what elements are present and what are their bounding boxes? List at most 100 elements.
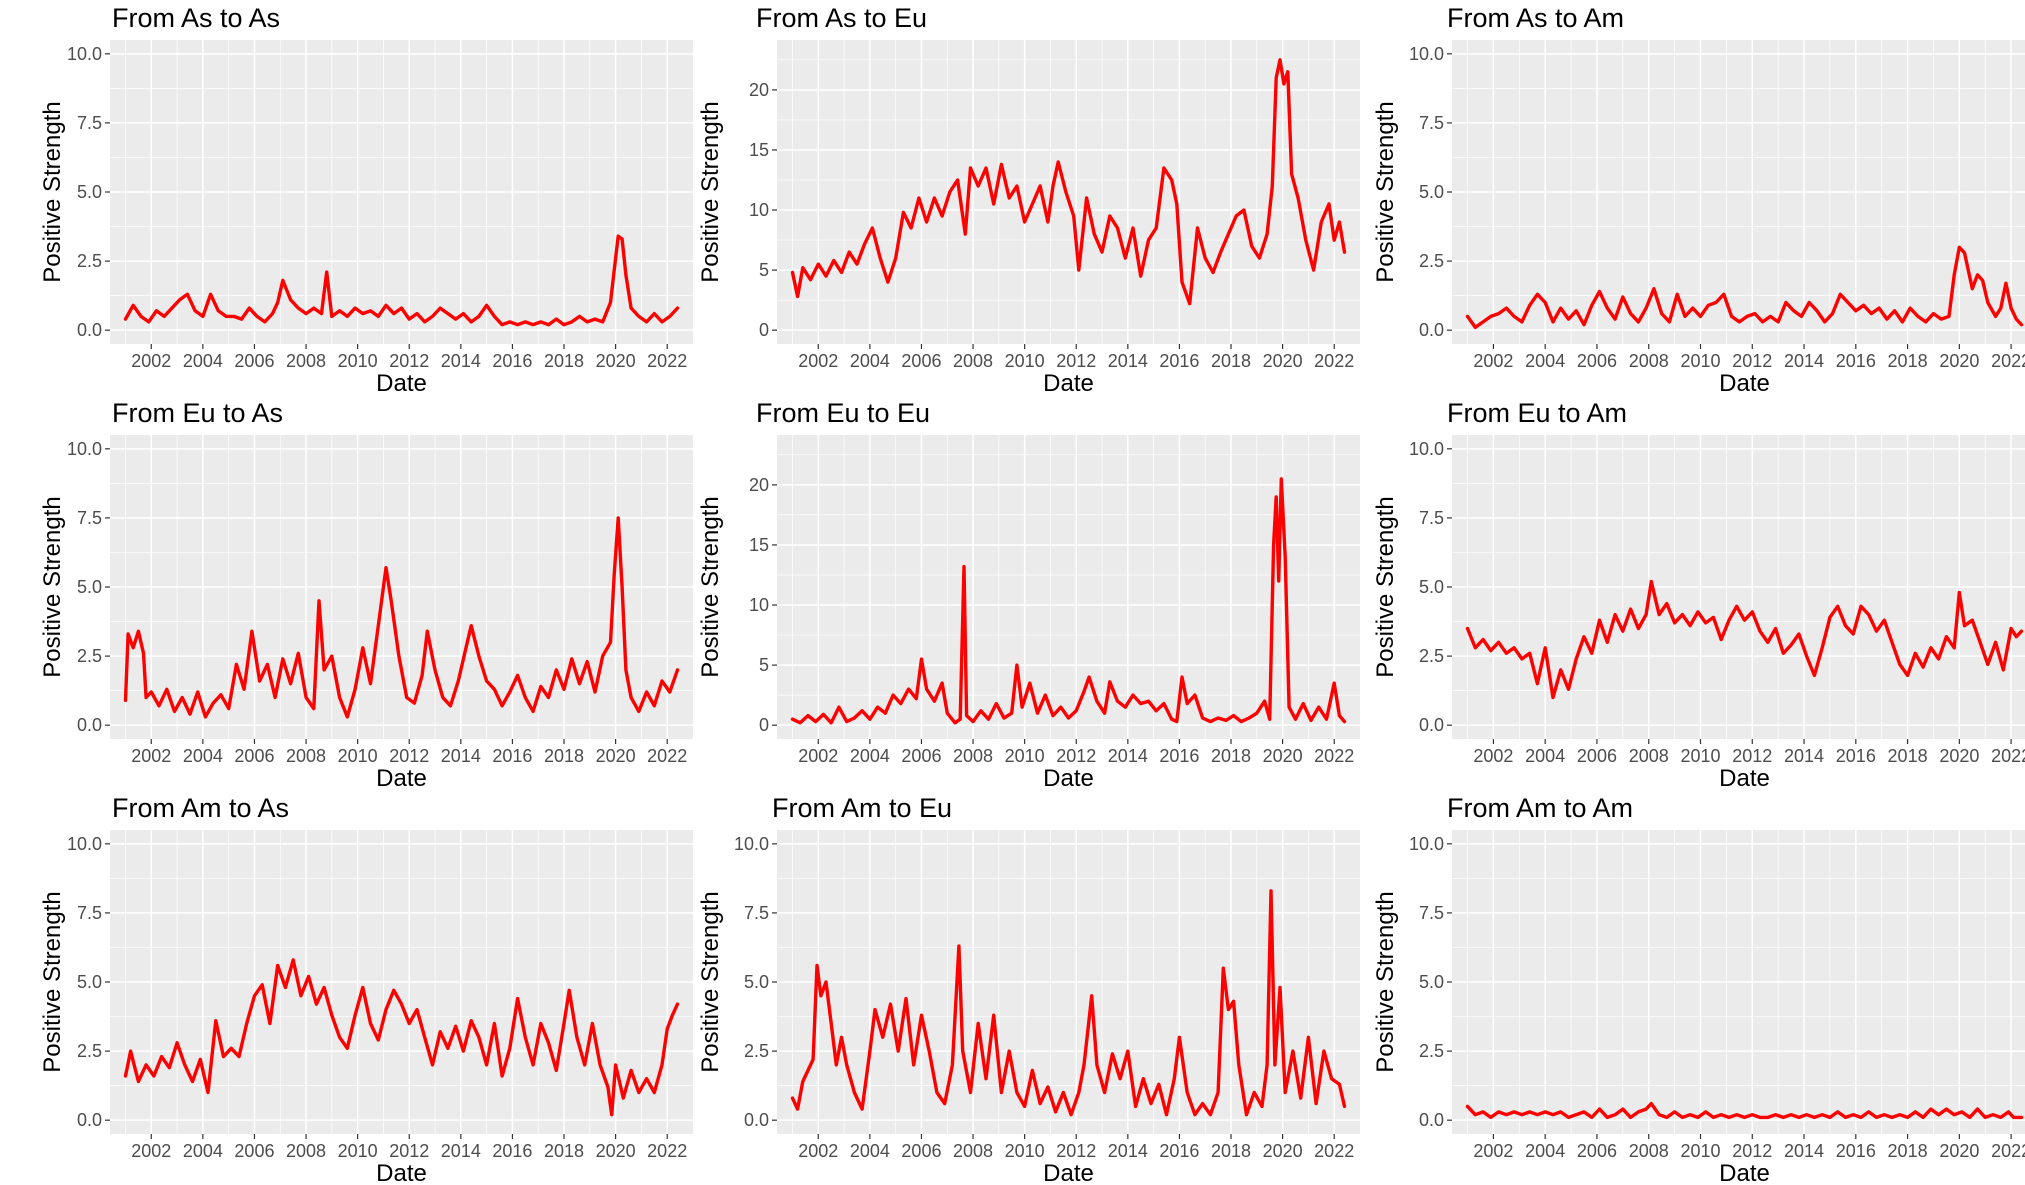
x-tick-label: 2018 xyxy=(1888,351,1928,371)
x-tick-label: 2010 xyxy=(1680,351,1720,371)
x-tick-label: 2004 xyxy=(1525,746,1565,766)
y-tick-label: 5.0 xyxy=(744,972,769,992)
x-tick-label: 2004 xyxy=(183,351,223,371)
x-tick-label: 2022 xyxy=(1991,1141,2025,1161)
major-gridlines xyxy=(1452,435,2025,739)
chart-title: From As to As xyxy=(112,3,280,33)
x-tick-label: 2022 xyxy=(1991,351,2025,371)
x-tick-label: 2016 xyxy=(492,746,532,766)
y-tick-label: 7.5 xyxy=(77,903,102,923)
x-tick-label: 2016 xyxy=(1836,746,1876,766)
x-axis-label: Date xyxy=(376,370,427,397)
line-chart: 0.0 2.5 5.0 7.5 10.0 2002 2004 2006 2008 2010 2012… xyxy=(39,793,693,1185)
y-tick-label: 0.0 xyxy=(77,320,102,340)
chart-panel-9: 0.0 2.5 5.0 7.5 10.0 2002 2004 2006 2008 2010 2012… xyxy=(1335,790,2025,1185)
chart-panel-1: 0.0 2.5 5.0 7.5 10.0 2002 2004 2006 2008 2010 2012… xyxy=(0,0,693,397)
y-axis-label: Positive Strength xyxy=(697,101,724,282)
x-tick-label: 2012 xyxy=(1732,351,1772,371)
x-tick-label: 2002 xyxy=(1473,746,1513,766)
chart-title: From Eu to As xyxy=(112,398,283,428)
x-tick-label: 2022 xyxy=(647,746,687,766)
y-tick-label: 10 xyxy=(749,595,769,615)
minor-gridlines xyxy=(777,435,1360,739)
y-tick-label: 2.5 xyxy=(1419,251,1444,271)
y-tick-label: 7.5 xyxy=(1419,113,1444,133)
x-tick-label: 2016 xyxy=(1159,746,1199,766)
y-tick-label: 7.5 xyxy=(744,903,769,923)
x-axis-label: Date xyxy=(1719,765,1770,792)
x-tick-label: 2020 xyxy=(596,351,636,371)
x-tick-label: 2008 xyxy=(1629,351,1669,371)
chart-panel-5: 0 5 10 15 20 2002 2004 2006 2008 2010 2012 2014 2016… xyxy=(660,395,1360,792)
x-tick-label: 2020 xyxy=(1939,746,1979,766)
x-tick-label: 2016 xyxy=(492,1141,532,1161)
major-gridlines xyxy=(110,40,693,344)
y-tick-label: 7.5 xyxy=(1419,508,1444,528)
chart-panel-8: 0.0 2.5 5.0 7.5 10.0 2002 2004 2006 2008 2010 2012… xyxy=(660,790,1360,1185)
x-tick-label: 2020 xyxy=(1939,1141,1979,1161)
x-tick-label: 2002 xyxy=(798,1141,838,1161)
x-tick-label: 2006 xyxy=(901,746,941,766)
x-tick-label: 2008 xyxy=(953,746,993,766)
x-tick-label: 2008 xyxy=(286,1141,326,1161)
x-tick-label: 2010 xyxy=(1005,746,1045,766)
y-axis-label: Positive Strength xyxy=(697,496,724,677)
minor-gridlines xyxy=(777,40,1360,344)
x-tick-label: 2018 xyxy=(1888,1141,1928,1161)
x-tick-label: 2012 xyxy=(1056,351,1096,371)
y-tick-label: 15 xyxy=(749,140,769,160)
x-tick-label: 2006 xyxy=(901,1141,941,1161)
y-axis-label: Positive Strength xyxy=(1372,496,1399,677)
y-axis-label: Positive Strength xyxy=(39,891,66,1072)
x-tick-label: 2018 xyxy=(1211,1141,1251,1161)
x-tick-label: 2010 xyxy=(1005,351,1045,371)
y-tick-label: 2.5 xyxy=(77,1041,102,1061)
y-axis-label: Positive Strength xyxy=(39,101,66,282)
series-line xyxy=(790,889,1347,1117)
y-tick-label: 0 xyxy=(759,715,769,735)
x-tick-label: 2002 xyxy=(131,1141,171,1161)
x-tick-label: 2004 xyxy=(1525,351,1565,371)
x-tick-label: 2010 xyxy=(338,1141,378,1161)
x-tick-label: 2010 xyxy=(338,746,378,766)
y-tick-label: 7.5 xyxy=(1419,903,1444,923)
x-tick-label: 2022 xyxy=(1991,746,2025,766)
x-tick-label: 2020 xyxy=(596,1141,636,1161)
x-tick-label: 2016 xyxy=(1836,351,1876,371)
y-tick-label: 2.5 xyxy=(77,646,102,666)
x-tick-label: 2012 xyxy=(389,746,429,766)
x-axis-label: Date xyxy=(1719,370,1770,397)
x-tick-label: 2014 xyxy=(1784,351,1824,371)
y-tick-label: 10.0 xyxy=(1409,439,1444,459)
x-tick-label: 2014 xyxy=(1108,1141,1148,1161)
y-tick-label: 5.0 xyxy=(77,972,102,992)
x-tick-label: 2014 xyxy=(1108,746,1148,766)
chart-title: From Am to Eu xyxy=(772,793,952,823)
series-line xyxy=(790,477,1347,725)
x-tick-label: 2010 xyxy=(338,351,378,371)
chart-title: From Am to As xyxy=(112,793,289,823)
y-tick-label: 5 xyxy=(759,655,769,675)
plot-background xyxy=(777,40,1360,344)
x-tick-label: 2018 xyxy=(1211,746,1251,766)
y-tick-label: 20 xyxy=(749,475,769,495)
x-tick-label: 2014 xyxy=(1784,746,1824,766)
series-line xyxy=(1465,245,2024,330)
major-gridlines xyxy=(1452,40,2025,344)
series-line xyxy=(790,58,1347,306)
x-tick-label: 2008 xyxy=(1629,746,1669,766)
line-chart: 0 5 10 15 20 2002 2004 2006 2008 2010 2012 2014 2016… xyxy=(697,398,1360,792)
y-tick-label: 0.0 xyxy=(1419,715,1444,735)
minor-gridlines xyxy=(1452,435,2025,739)
y-tick-label: 2.5 xyxy=(1419,646,1444,666)
y-tick-label: 10 xyxy=(749,200,769,220)
line-chart: 0.0 2.5 5.0 7.5 10.0 2002 2004 2006 2008 2010 2012… xyxy=(697,793,1360,1185)
x-tick-label: 2002 xyxy=(1473,1141,1513,1161)
minor-gridlines xyxy=(1452,40,2025,344)
x-tick-label: 2002 xyxy=(798,351,838,371)
x-tick-label: 2018 xyxy=(1888,746,1928,766)
x-tick-label: 2006 xyxy=(234,1141,274,1161)
series-line xyxy=(123,958,680,1117)
y-tick-label: 0.0 xyxy=(1419,1110,1444,1130)
